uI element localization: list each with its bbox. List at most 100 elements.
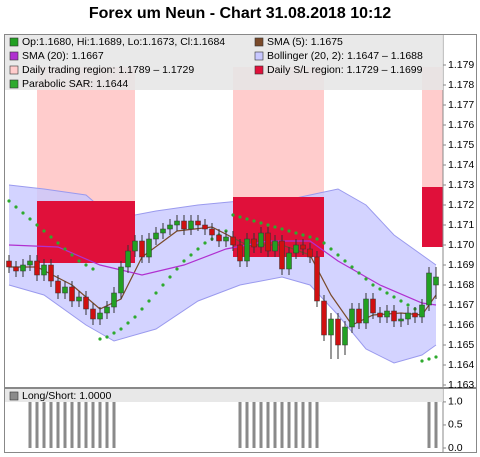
legend-box — [5, 35, 443, 90]
candle-body — [328, 318, 334, 336]
candle-body — [300, 244, 306, 250]
candle-body — [251, 238, 257, 248]
legend-label: Daily S/L region: 1.1729 – 1.1699 — [267, 64, 423, 76]
candle-body — [90, 308, 96, 320]
candle-body — [216, 234, 222, 242]
y-tick-label: 1.177 — [448, 99, 474, 111]
bar — [238, 401, 242, 448]
y-tick-label: 1.172 — [448, 199, 474, 211]
candle-body — [356, 308, 362, 324]
sar-dot — [266, 223, 270, 227]
candle-body — [307, 248, 313, 258]
legend-label: Op:1.1680, Hi:1.1689, Lo:1.1673, Cl:1.16… — [22, 36, 225, 48]
sar-dot — [147, 299, 151, 303]
candle-body — [125, 250, 131, 268]
candle-body — [321, 300, 327, 336]
candle-body — [139, 240, 145, 258]
bar — [434, 401, 438, 448]
legend-label: Long/Short: 1.0000 — [22, 390, 111, 402]
sar-dot — [14, 205, 18, 209]
candle-body — [174, 220, 180, 226]
legend-box — [5, 389, 443, 402]
y-tick-label: 0.5 — [448, 419, 463, 431]
sar-dot — [77, 259, 81, 263]
bar — [308, 401, 312, 448]
bar — [252, 401, 256, 448]
y-tick-label: 1.173 — [448, 179, 474, 191]
sar-dot — [91, 267, 95, 271]
sar-dot — [189, 253, 193, 257]
sar-dot — [259, 221, 263, 225]
candle-body — [230, 236, 236, 246]
candle-body — [419, 304, 425, 318]
bar — [84, 401, 88, 448]
sar-dot — [161, 283, 165, 287]
y-tick-label: 1.175 — [448, 139, 474, 151]
legend-swatch — [254, 51, 264, 61]
y-tick-label: 1.167 — [448, 299, 474, 311]
sar-dot — [343, 259, 347, 263]
bar — [98, 401, 102, 448]
candle-body — [335, 318, 341, 346]
sar-dot — [140, 307, 144, 311]
bar — [105, 401, 109, 448]
bar — [35, 401, 39, 448]
bar — [63, 401, 67, 448]
legend-swatch — [9, 51, 19, 61]
sar-dot — [322, 241, 326, 245]
candle-body — [160, 228, 166, 234]
sar-dot — [231, 213, 235, 217]
candle-body — [349, 308, 355, 328]
sar-dot — [126, 321, 130, 325]
sar-dot — [406, 303, 410, 307]
legend-label: SMA (5): 1.1675 — [267, 36, 343, 48]
sar-dot — [392, 295, 396, 299]
y-tick-label: 1.169 — [448, 259, 474, 271]
candle-body — [391, 310, 397, 322]
legend-label: Parabolic SAR: 1.1644 — [22, 78, 128, 90]
sar-dot — [434, 355, 438, 359]
candle-body — [405, 312, 411, 320]
sar-dot — [350, 265, 354, 269]
sar-dot — [84, 263, 88, 267]
bar — [273, 401, 277, 448]
bar — [280, 401, 284, 448]
y-tick-label: 1.0 — [448, 396, 463, 408]
bar — [427, 401, 431, 448]
candle-body — [62, 286, 68, 294]
candle-body — [55, 280, 61, 294]
candle-body — [209, 228, 215, 236]
sar-dot — [175, 267, 179, 271]
sar-dot — [273, 225, 277, 229]
sar-dot — [308, 235, 312, 239]
candle-body — [153, 232, 159, 240]
candle-body — [188, 220, 194, 230]
candle-body — [111, 292, 117, 308]
bar — [294, 401, 298, 448]
candle-body — [286, 252, 292, 270]
sar-dot — [196, 247, 200, 251]
sar-dot — [56, 241, 60, 245]
y-tick-label: 1.165 — [448, 339, 474, 351]
sar-dot — [28, 217, 32, 221]
legend-swatch — [9, 37, 19, 47]
region — [422, 67, 443, 187]
y-tick-label: 1.166 — [448, 319, 474, 331]
sar-dot — [238, 215, 242, 219]
sar-dot — [378, 287, 382, 291]
bar — [28, 401, 32, 448]
y-tick-label: 1.171 — [448, 219, 474, 231]
legend-swatch — [9, 65, 19, 75]
candle-body — [258, 232, 264, 248]
candle-body — [314, 256, 320, 302]
sar-dot — [7, 199, 11, 203]
sar-dot — [364, 277, 368, 281]
sar-dot — [168, 275, 172, 279]
y-tick-label: 1.163 — [448, 379, 474, 391]
bar — [70, 401, 74, 448]
sar-dot — [427, 357, 431, 361]
sar-dot — [336, 253, 340, 257]
sar-dot — [280, 227, 284, 231]
candle-body — [412, 312, 418, 318]
region — [37, 201, 135, 263]
